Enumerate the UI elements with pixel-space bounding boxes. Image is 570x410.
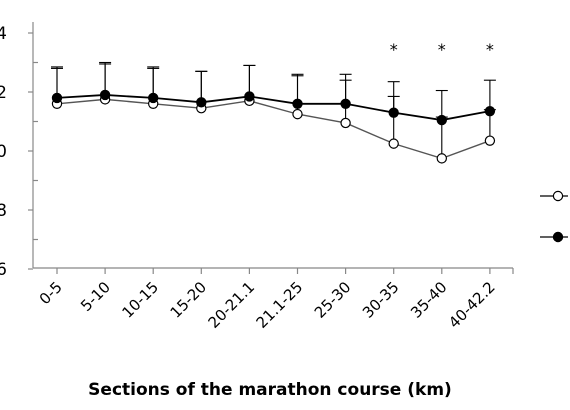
legend-marker bbox=[552, 231, 564, 243]
filled-point bbox=[436, 114, 447, 126]
series-lines bbox=[56, 94, 491, 160]
legend bbox=[540, 190, 568, 243]
y-tick-label: 6 bbox=[0, 260, 7, 280]
y-tick-label: 10 bbox=[0, 142, 7, 162]
open-point bbox=[340, 117, 351, 129]
x-tick-label: 21.1-25 bbox=[253, 278, 307, 332]
filled-point bbox=[244, 91, 255, 102]
data-points bbox=[51, 89, 496, 164]
error-bars bbox=[51, 61, 496, 159]
filled-point bbox=[340, 98, 351, 110]
y-tick-label: 14 bbox=[0, 24, 7, 44]
x-tick-label: 30-35 bbox=[359, 278, 403, 322]
filled-point bbox=[292, 98, 303, 110]
open-point bbox=[484, 135, 496, 146]
significance-marker: * bbox=[390, 40, 398, 59]
filled-point bbox=[196, 97, 207, 108]
x-tick-label: 0-5 bbox=[36, 278, 66, 308]
y-tick-label: 8 bbox=[0, 201, 7, 221]
x-tick-label: 5-10 bbox=[77, 278, 114, 315]
x-tick-label: 25-30 bbox=[311, 278, 355, 322]
filled-point bbox=[484, 105, 496, 117]
y-axis: 6 8 10 12 14 bbox=[0, 22, 38, 280]
x-tick-label: 35-40 bbox=[407, 278, 451, 322]
filled-point bbox=[388, 107, 399, 118]
legend-marker bbox=[552, 190, 564, 202]
x-tick-label: 10-15 bbox=[118, 278, 162, 322]
significance-markers: * * * bbox=[390, 40, 494, 59]
series-line bbox=[56, 94, 491, 121]
open-point bbox=[388, 138, 399, 149]
filled-point bbox=[99, 89, 111, 101]
x-axis-title: Sections of the marathon course (km) bbox=[88, 380, 452, 400]
y-tick-label: 12 bbox=[0, 83, 7, 103]
filled-point bbox=[147, 92, 159, 104]
significance-marker: * bbox=[486, 40, 494, 59]
series-line bbox=[56, 98, 491, 160]
x-tick-label: 40-42.2 bbox=[445, 278, 499, 332]
open-point bbox=[292, 108, 303, 120]
x-tick-label: 15-20 bbox=[167, 278, 211, 322]
filled-point bbox=[51, 92, 63, 104]
significance-marker: * bbox=[438, 40, 446, 59]
open-point bbox=[436, 153, 447, 164]
x-tick-label: 20-21.1 bbox=[205, 278, 259, 332]
